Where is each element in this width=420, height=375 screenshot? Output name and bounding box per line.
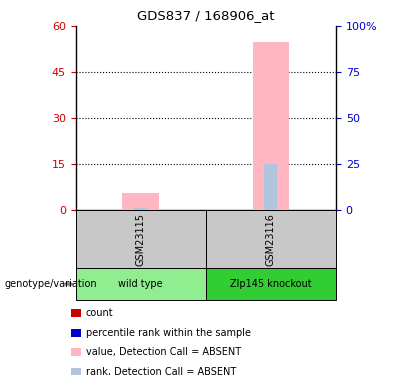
Text: Zlp145 knockout: Zlp145 knockout [230, 279, 312, 289]
Text: wild type: wild type [118, 279, 163, 289]
Text: GSM23115: GSM23115 [136, 213, 146, 266]
Bar [123, 193, 159, 210]
Text: value, Detection Call = ABSENT: value, Detection Call = ABSENT [86, 347, 241, 357]
Text: rank, Detection Call = ABSENT: rank, Detection Call = ABSENT [86, 367, 236, 375]
Bar [134, 207, 147, 210]
Bar [265, 164, 277, 210]
Bar [253, 42, 289, 210]
Title: GDS837 / 168906_at: GDS837 / 168906_at [137, 9, 275, 22]
Text: genotype/variation: genotype/variation [4, 279, 97, 289]
Text: percentile rank within the sample: percentile rank within the sample [86, 328, 251, 338]
Text: count: count [86, 308, 113, 318]
Text: GSM23116: GSM23116 [266, 213, 276, 266]
